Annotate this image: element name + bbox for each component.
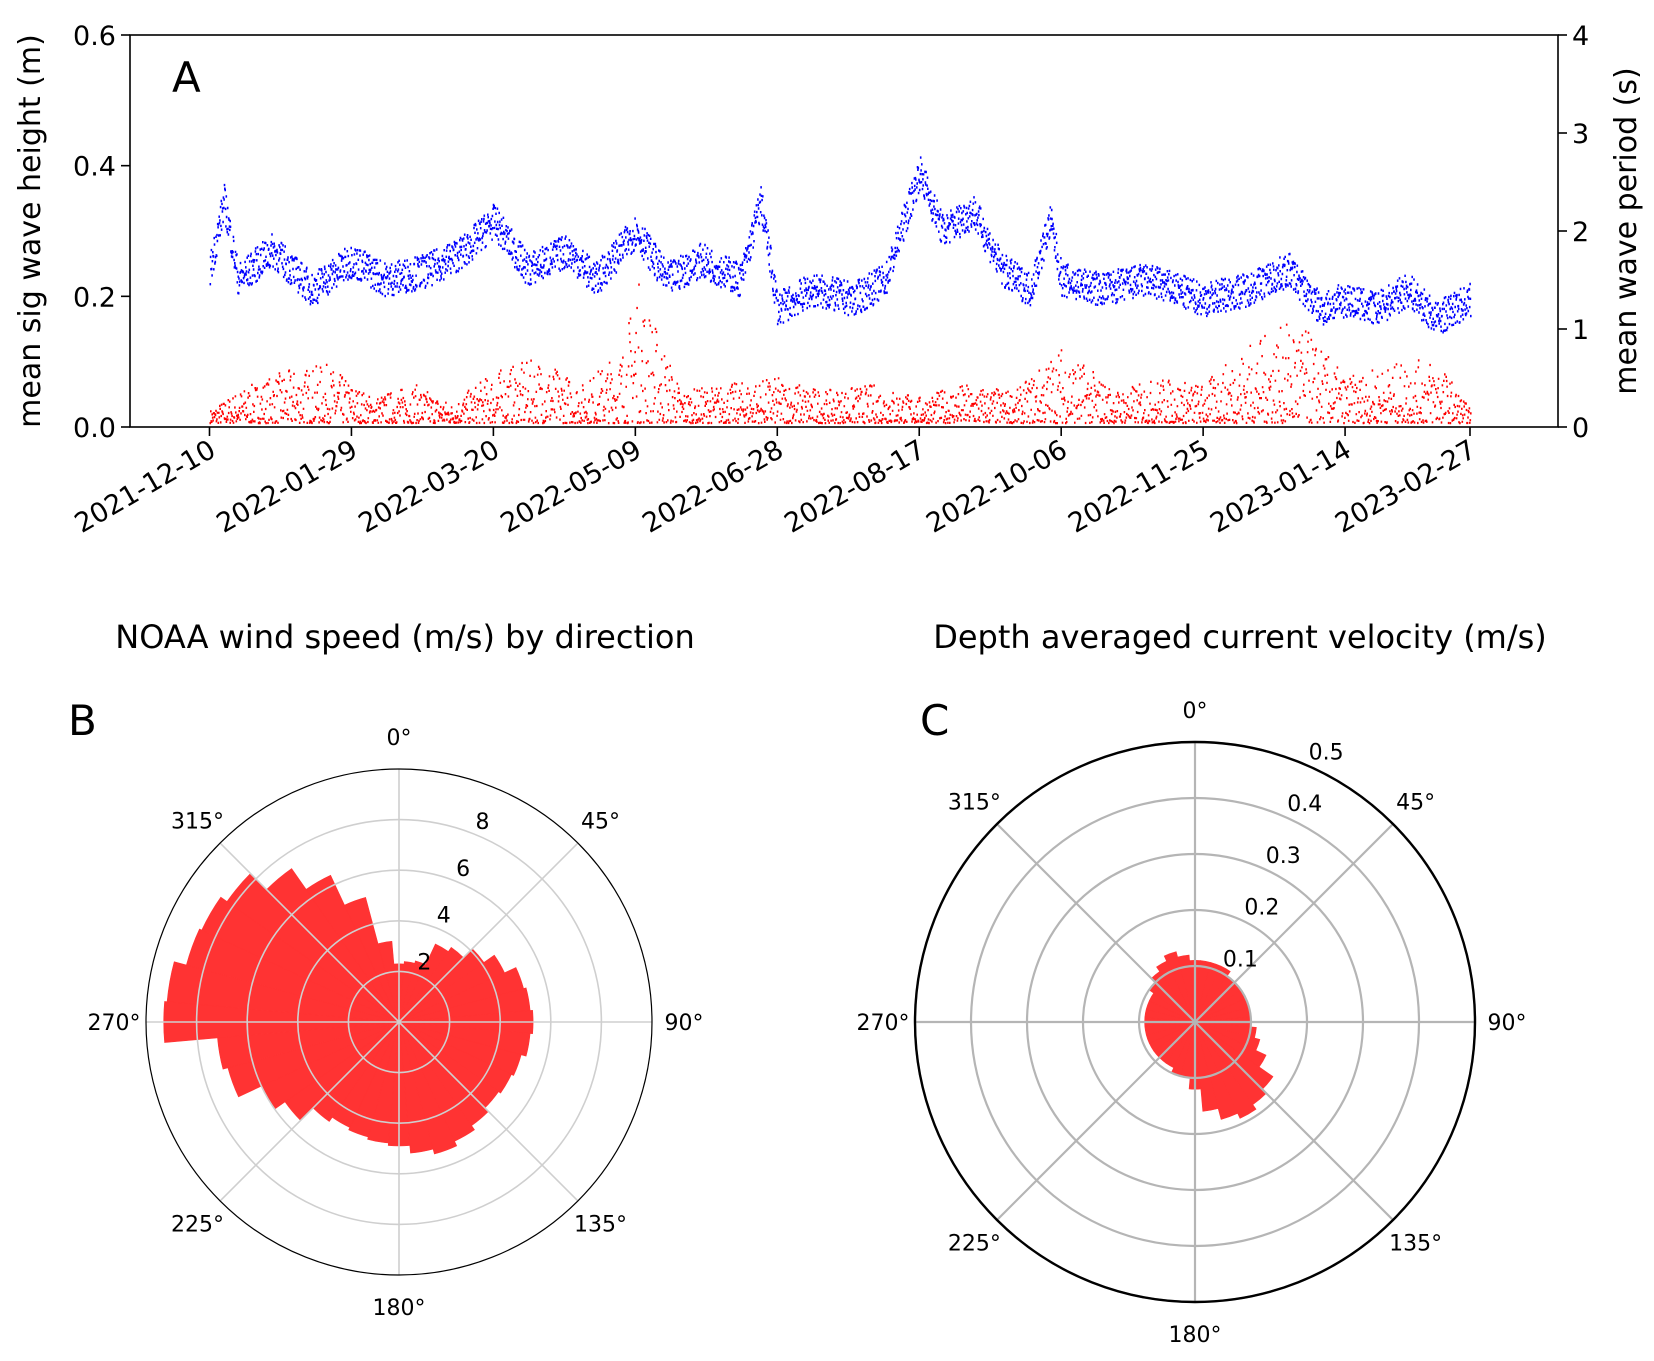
polar-bar (1194, 965, 1231, 1023)
wave-height-series (209, 283, 1472, 425)
polar-spoke (398, 842, 579, 1023)
polar-bar (305, 874, 400, 1023)
polar-bar (1177, 954, 1196, 1023)
polar-r-tick-label: 0.3 (1266, 844, 1301, 869)
panel-b-title: NOAA wind speed (m/s) by direction (115, 618, 695, 656)
polar-angle-label: 315° (171, 809, 224, 834)
panel-a-plot-frame (129, 34, 1559, 428)
polar-bar (398, 1021, 512, 1094)
x-tick-label: 2021-12-10 (70, 434, 221, 539)
right-y-tick-label: 2 (1572, 217, 1589, 248)
polar-bar (398, 1021, 458, 1155)
polar-bar (348, 1021, 400, 1138)
x-tick-label: 2022-08-17 (779, 434, 930, 539)
right-y-tick-label: 4 (1572, 21, 1589, 52)
polar-angle-label: 225° (948, 1232, 1001, 1257)
polar-r-tick-label: 0.4 (1287, 792, 1322, 817)
polar-r-tick-label: 0.1 (1223, 947, 1258, 972)
polar-r-tick-label: 4 (437, 904, 451, 929)
x-tick-label: 2022-03-20 (353, 434, 504, 539)
polar-bar (186, 928, 400, 1023)
polar-spoke (219, 842, 400, 1023)
current-polar-chart: 0.1 0.2 0.3 0.4 0.5 0° 45° 90° 135° 180° 225° 270° 3… (857, 699, 1527, 1348)
polar-bar (201, 896, 400, 1023)
left-y-tick-label: 0.0 (73, 413, 116, 444)
panel-c-letter: C (920, 696, 949, 745)
polar-ring (246, 869, 552, 1175)
polar-angle-label: 225° (171, 1213, 224, 1238)
polar-angle-label: 45° (1396, 790, 1435, 815)
polar-angle-label: 180° (373, 1296, 426, 1321)
wave-height-points (209, 283, 1472, 425)
polar-r-tick-label: 0.2 (1244, 896, 1279, 921)
polar-angle-label: 45° (581, 809, 620, 834)
right-y-axis: 0 1 2 3 4 (1558, 21, 1589, 444)
x-tick-label: 2022-05-09 (495, 434, 646, 539)
polar-ring (969, 796, 1421, 1248)
left-y-tick-label: 0.4 (73, 152, 116, 183)
polar-spoke (996, 1021, 1196, 1221)
polar-angle-label: 180° (1169, 1323, 1222, 1348)
left-y-axis-label: mean sig wave height (m) (13, 34, 48, 428)
x-tick-label: 2022-06-28 (637, 434, 788, 539)
right-y-tick-label: 3 (1572, 119, 1589, 150)
x-tick-label: 2022-10-06 (921, 434, 1072, 539)
x-tick-label: 2022-11-25 (1063, 434, 1214, 539)
polar-r-tick-label: 2 (417, 950, 431, 975)
polar-spoke (219, 1021, 400, 1202)
polar-r-tick-label: 8 (475, 810, 489, 835)
polar-angle-label: 0° (387, 726, 412, 751)
polar-spoke (1194, 823, 1394, 1023)
left-y-tick-label: 0.2 (73, 282, 116, 313)
panel-c-title: Depth averaged current velocity (m/s) (933, 618, 1547, 656)
polar-angle-label: 90° (1488, 1011, 1527, 1036)
x-tick-label: 2023-02-27 (1330, 434, 1481, 539)
panel-b: NOAA wind speed (m/s) by direction B 246… (68, 618, 704, 1321)
polar-bar (1194, 1021, 1219, 1112)
polar-ring (1081, 908, 1309, 1136)
polar-bar (1163, 951, 1196, 1023)
x-tick-label: 2022-01-29 (212, 434, 363, 539)
polar-r-tick-label: 0.5 (1309, 740, 1344, 765)
polar-angle-label: 90° (665, 1011, 704, 1036)
polar-r-tick-label: 6 (456, 857, 470, 882)
polar-bar (1194, 1021, 1238, 1120)
right-y-tick-label: 0 (1572, 413, 1589, 444)
polar-bar (377, 940, 400, 1023)
polar-ring (195, 818, 603, 1226)
polar-spoke (996, 823, 1196, 1023)
polar-ring (1137, 964, 1253, 1080)
polar-angle-label: 270° (88, 1011, 141, 1036)
right-y-axis-label: mean wave period (s) (1609, 67, 1644, 394)
polar-bar (166, 961, 400, 1023)
wave-period-series (209, 156, 1472, 334)
polar-angle-label: 270° (857, 1011, 910, 1036)
polar-ring (296, 919, 501, 1124)
x-tick-label: 2023-01-14 (1205, 434, 1356, 539)
panel-b-letter: B (68, 696, 97, 745)
polar-angle-label: 135° (574, 1213, 627, 1238)
polar-ring (347, 970, 451, 1074)
panel-a-letter: A (172, 53, 201, 102)
left-y-tick-label: 0.6 (73, 21, 116, 52)
polar-angle-label: 315° (948, 790, 1001, 815)
panel-c: Depth averaged current velocity (m/s) C … (857, 618, 1547, 1348)
polar-spoke (398, 1021, 579, 1202)
polar-angle-label: 0° (1183, 699, 1208, 724)
polar-bar (398, 1021, 522, 1076)
polar-outer-ring (913, 740, 1477, 1304)
polar-spoke (1194, 1021, 1394, 1221)
polar-angle-label: 135° (1389, 1232, 1442, 1257)
x-axis: 2021-12-102022-01-292022-03-202022-05-09… (70, 427, 1481, 540)
left-y-axis: 0.0 0.2 0.4 0.6 (73, 21, 130, 444)
wave-period-points (209, 156, 1472, 334)
right-y-tick-label: 1 (1572, 315, 1589, 346)
polar-outer-ring (145, 768, 653, 1276)
polar-ring (1025, 852, 1365, 1192)
